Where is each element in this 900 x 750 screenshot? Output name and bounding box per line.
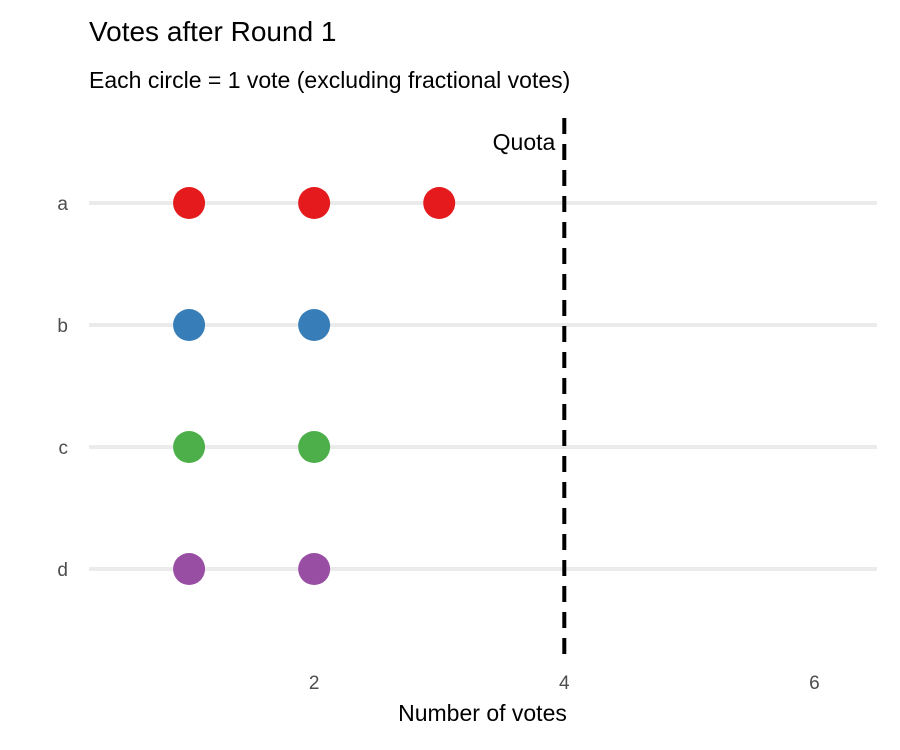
vote-dot-a-3 <box>423 187 456 219</box>
x-tick-label-2: 2 <box>309 673 320 694</box>
chart-title: Votes after Round 1 <box>89 16 337 47</box>
vote-dot-a-2 <box>298 187 331 219</box>
vote-dot-d-1 <box>173 553 206 585</box>
x-axis-label: Number of votes <box>398 700 567 726</box>
quota-label: Quota <box>493 129 556 155</box>
vote-dot-c-2 <box>298 431 331 463</box>
y-tick-label-d: d <box>57 560 68 581</box>
y-tick-label-b: b <box>57 316 68 337</box>
vote-dot-d-2 <box>298 553 331 585</box>
x-tick-label-6: 6 <box>809 673 820 694</box>
chart-subtitle: Each circle = 1 vote (excluding fraction… <box>89 67 571 93</box>
vote-dot-a-1 <box>173 187 206 219</box>
x-tick-label-4: 4 <box>559 673 570 694</box>
y-tick-label-c: c <box>59 438 69 459</box>
vote-dot-b-2 <box>298 309 331 341</box>
vote-dot-c-1 <box>173 431 206 463</box>
vote-dot-b-1 <box>173 309 206 341</box>
y-tick-label-a: a <box>57 194 68 215</box>
